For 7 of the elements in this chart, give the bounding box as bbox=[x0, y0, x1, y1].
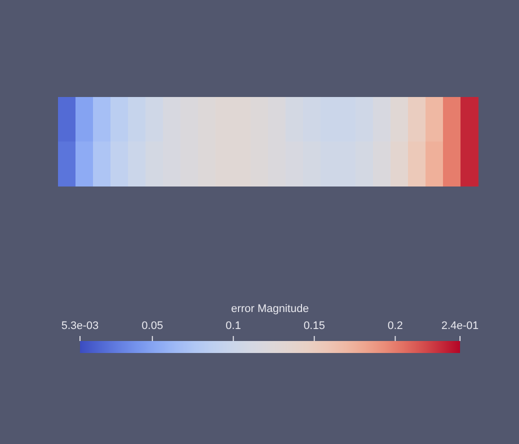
color-bar-label: 2.4e-01 bbox=[441, 320, 479, 332]
color-bar-title: error Magnitude bbox=[231, 303, 309, 315]
color-bar-label: 0.1 bbox=[226, 320, 241, 332]
color-bar-label: 0.2 bbox=[388, 320, 403, 332]
color-bar-label: 0.05 bbox=[142, 320, 164, 332]
color-bar-label: 5.3e-03 bbox=[61, 320, 99, 332]
color-bar-label: 0.15 bbox=[304, 320, 325, 332]
